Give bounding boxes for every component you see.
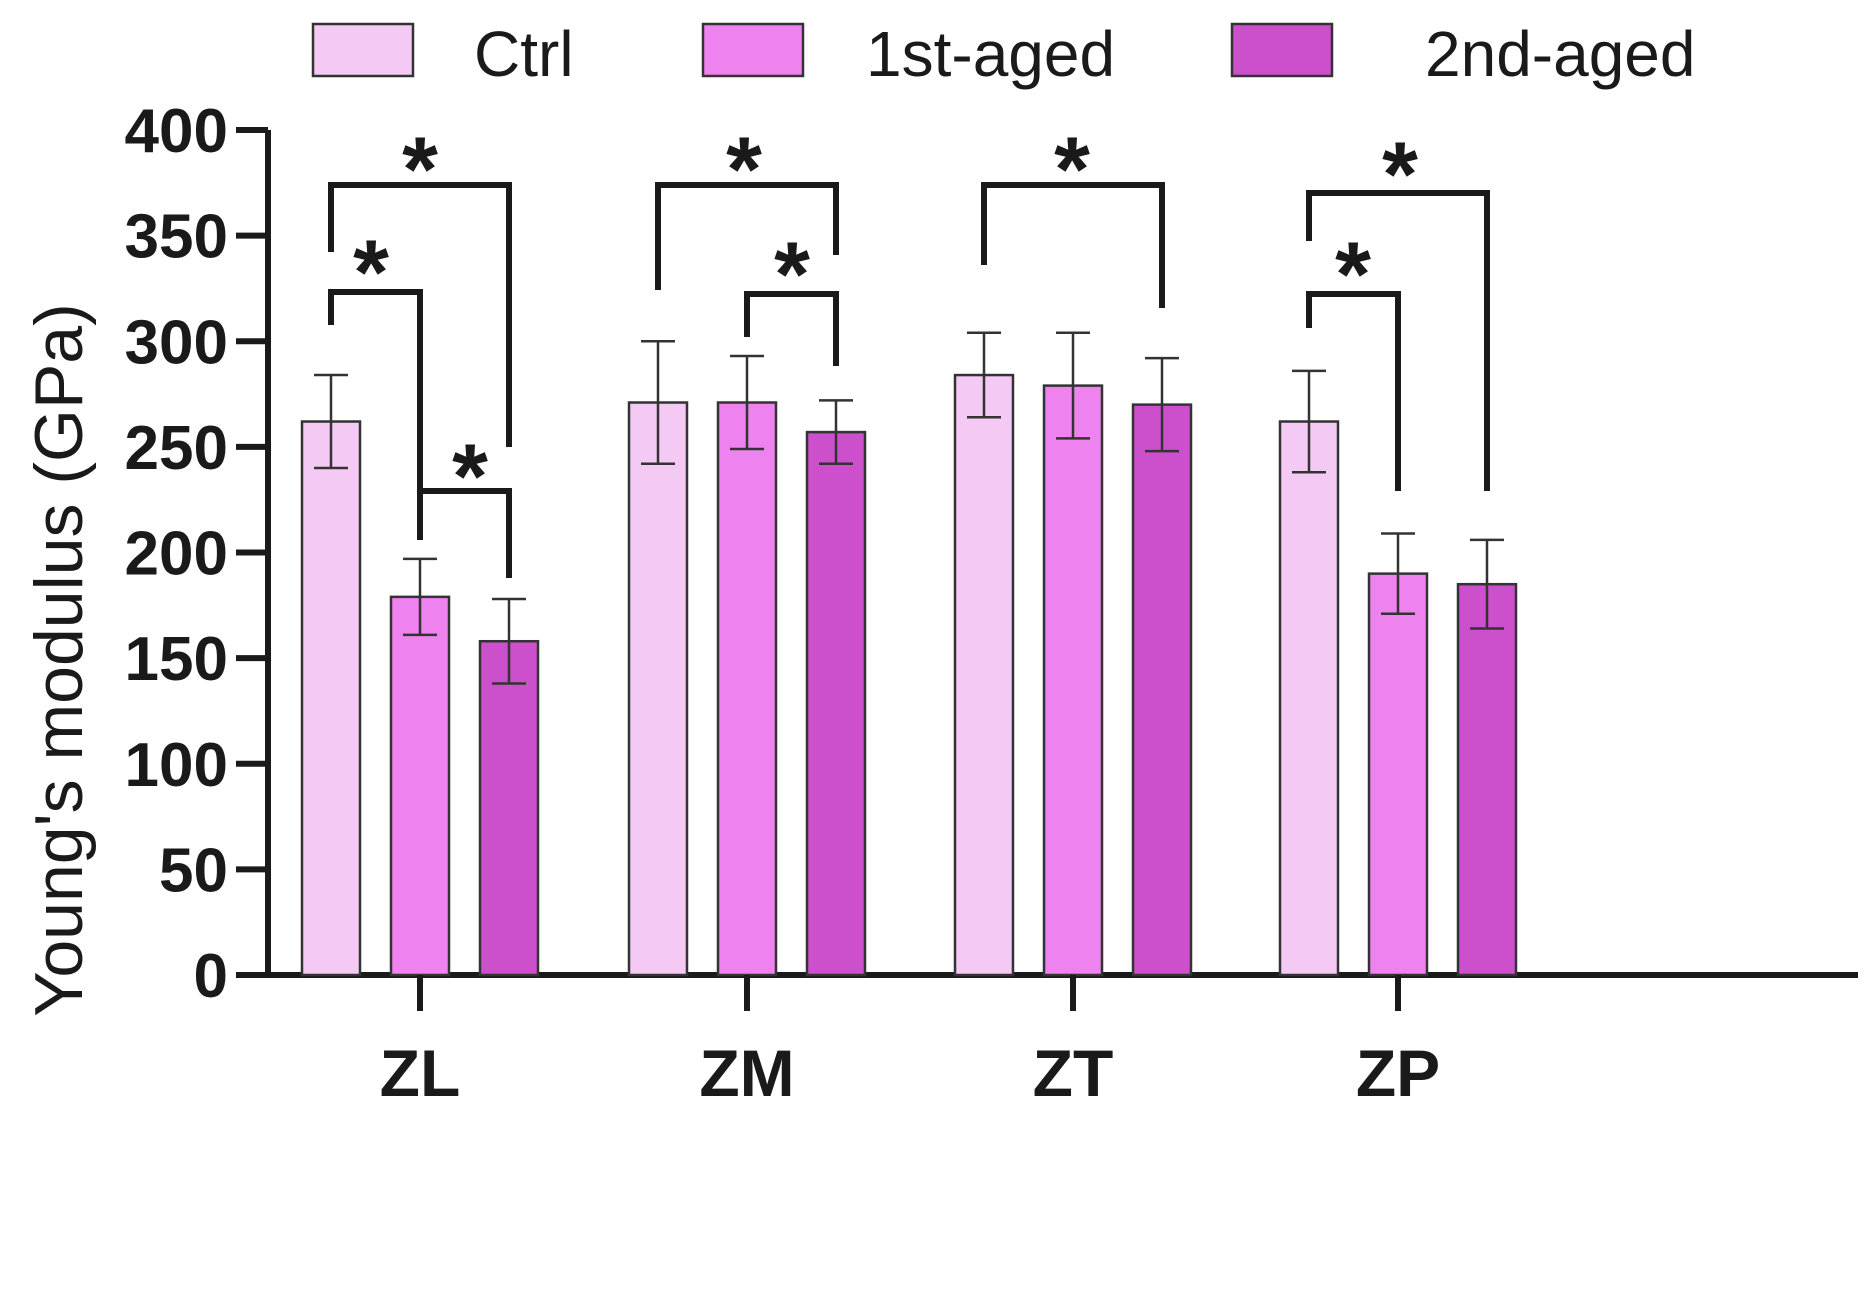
y-tick-label: 200 [125,520,228,589]
error-bar [403,557,437,637]
significance-star: * [1382,124,1418,226]
error-bar [1292,369,1326,474]
bar-ctrl-zt [953,373,1015,977]
legend-item-1st-aged: 1st-aged [701,18,1115,90]
error-bar [1145,356,1179,453]
bars [300,373,1518,977]
significance-bracket: * [328,119,512,447]
significance-bracket: * [1306,224,1401,491]
significance-bracket: * [655,119,839,290]
y-axis-title: Young's modulus (GPa) [21,303,97,1017]
y-tick-label: 0 [194,942,228,1011]
significance-star: * [402,119,438,221]
error-bar [1470,538,1504,630]
y-tick-label: 50 [159,836,228,905]
significance-star: * [353,222,389,324]
error-bars [314,331,1504,685]
bar-1st-aged-zm [716,401,778,977]
bar-2nd-aged-zp [1456,582,1518,977]
legend: Ctrl 1st-aged 2nd-aged [311,18,1695,90]
bar-1st-aged-zl [389,595,451,977]
legend-swatch [1230,22,1334,78]
y-tick-label: 150 [125,625,228,694]
significance-star: * [452,426,488,528]
y-tick-label: 400 [125,97,228,166]
error-bar [492,597,526,685]
legend-label: Ctrl [474,18,574,90]
x-category-label: ZT [1033,1036,1114,1110]
error-bar [641,340,675,466]
significance-bracket: * [744,224,839,366]
error-bar [1381,532,1415,616]
y-tick-label: 350 [125,203,228,272]
significance-brackets: ******** [328,119,1490,578]
significance-star: * [1335,224,1371,326]
significance-star: * [774,224,810,326]
legend-item-2nd-aged: 2nd-aged [1230,18,1695,90]
significance-star: * [1054,119,1090,221]
legend-swatch [701,22,805,78]
significance-star: * [726,119,762,221]
x-category-label: ZL [380,1036,461,1110]
ticks: 0 50 100 150 200 250 300 350 400 ZL ZM ZT ZP [125,97,1441,1110]
bar-2nd-aged-zl [478,639,540,977]
y-tick-label: 250 [125,414,228,483]
significance-bracket: * [981,119,1165,308]
significance-bracket: * [1306,124,1490,491]
legend-label: 1st-aged [866,18,1115,90]
error-bar [314,373,348,470]
bar-ctrl-zp [1278,420,1340,977]
y-tick-label: 300 [125,308,228,377]
x-category-label: ZP [1356,1036,1440,1110]
legend-label: 2nd-aged [1425,18,1695,90]
y-tick-label: 100 [125,731,228,800]
bar-2nd-aged-zt [1131,403,1193,977]
error-bar [819,399,853,466]
legend-item-ctrl: Ctrl [311,18,574,90]
x-category-label: ZM [699,1036,794,1110]
significance-bracket: * [417,426,512,578]
bar-1st-aged-zp [1367,572,1429,977]
error-bar [730,354,764,451]
significance-bracket: * [328,222,423,537]
bar-ctrl-zl [300,420,362,977]
bar-1st-aged-zt [1042,384,1104,977]
error-bar [1056,331,1090,440]
error-bar [967,331,1001,419]
legend-swatch [311,22,415,78]
bar-ctrl-zm [627,401,689,977]
bar-2nd-aged-zm [805,430,867,977]
